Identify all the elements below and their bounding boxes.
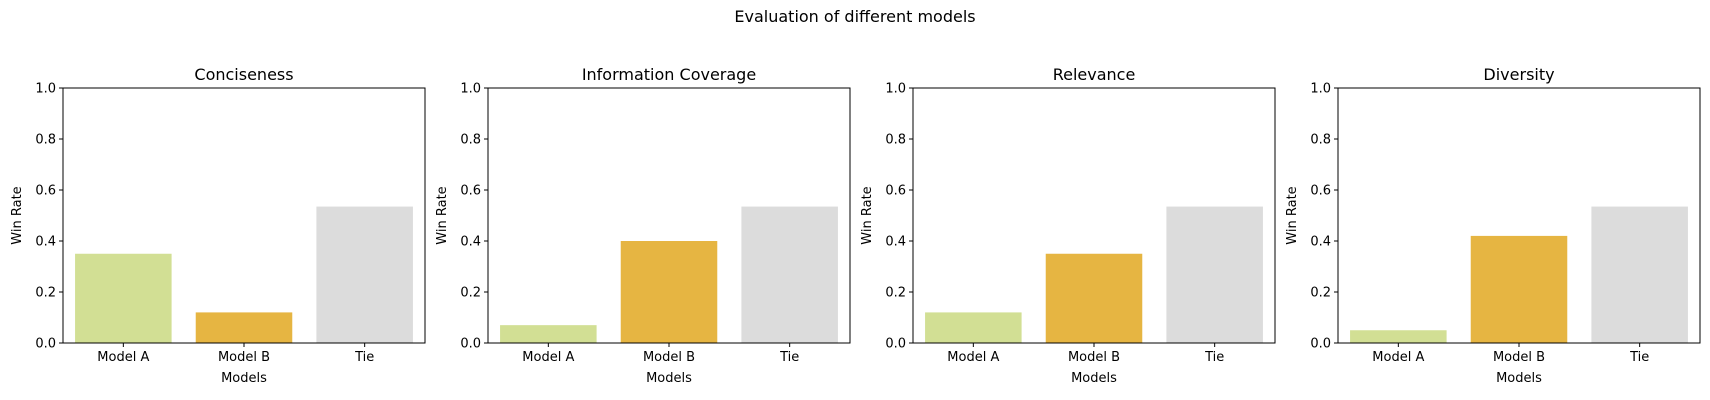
y-tick-label: 0.4 [1310, 235, 1331, 250]
x-tick-label: Model A [97, 350, 149, 365]
bar-tie [1166, 206, 1263, 343]
y-tick-label: 0.2 [35, 286, 56, 301]
subplot-2: Information Coverage Model A Model B Tie 0.0… [435, 65, 851, 386]
x-tick-label: Model A [522, 350, 574, 365]
y-tick-label: 1.0 [1310, 82, 1331, 97]
figure-title: Evaluation of different models [734, 7, 975, 26]
y-tick-label: 0.6 [1310, 184, 1331, 199]
bar-tie [1591, 206, 1688, 343]
x-tick-label: Tie [1629, 350, 1649, 365]
y-tick-label: 1.0 [35, 82, 56, 97]
x-tick-label: Model B [1068, 350, 1120, 365]
x-tick-label: Model B [218, 350, 270, 365]
bar-model-b [620, 241, 718, 343]
y-tick-label: 0.0 [885, 337, 906, 352]
y-tick-label: 0.0 [35, 337, 56, 352]
y-tick-label: 0.8 [35, 133, 56, 148]
x-tick-label: Tie [354, 350, 374, 365]
x-tick-label: Model A [1372, 350, 1424, 365]
axes-frame [487, 87, 851, 344]
subplots: Conciseness Model A Model B Tie 0.0 0.2 0.4 0.6… [10, 65, 1701, 386]
y-tick-label: 0.2 [885, 286, 906, 301]
subplot-title: Information Coverage [582, 65, 756, 84]
y-axis-label: Win Rate [1285, 186, 1300, 244]
y-tick-label: 0.8 [885, 133, 906, 148]
bar-model-b [1045, 253, 1143, 343]
y-tick-label: 0.4 [35, 235, 56, 250]
x-axis-label: Models [646, 371, 692, 386]
x-tick-label: Model B [1493, 350, 1545, 365]
y-axis-label: Win Rate [860, 186, 875, 244]
y-tick-label: 0.4 [885, 235, 906, 250]
x-axis-label: Models [221, 371, 267, 386]
bar-tie [741, 206, 838, 343]
y-tick-label: 0.0 [1310, 337, 1331, 352]
y-tick-label: 0.2 [1310, 286, 1331, 301]
y-tick-label: 0.6 [885, 184, 906, 199]
x-tick-label: Tie [779, 350, 799, 365]
bar-model-b [195, 312, 293, 343]
x-tick-label: Model A [947, 350, 999, 365]
x-tick-label: Model B [643, 350, 695, 365]
bar-model-b [1470, 235, 1568, 343]
bar-model-a [1350, 330, 1447, 343]
axes-frame [62, 87, 426, 344]
y-tick-label: 0.0 [460, 337, 481, 352]
x-axis-label: Models [1071, 371, 1117, 386]
subplot-3: Relevance Model A Model B Tie 0.0 0.2 0.4 0.6 0.… [860, 65, 1276, 386]
axes-frame [1337, 87, 1701, 344]
y-tick-label: 0.8 [1310, 133, 1331, 148]
subplot-title: Relevance [1053, 65, 1136, 84]
y-axis-label: Win Rate [10, 186, 25, 244]
bar-model-a [500, 325, 597, 343]
y-tick-label: 1.0 [460, 82, 481, 97]
y-tick-label: 0.6 [35, 184, 56, 199]
subplot-title: Diversity [1483, 65, 1554, 84]
y-tick-label: 0.8 [460, 133, 481, 148]
subplot-4: Diversity Model A Model B Tie 0.0 0.2 0.4 0.6 0.… [1285, 65, 1701, 386]
bar-model-a [75, 253, 172, 343]
y-axis-label: Win Rate [435, 186, 450, 244]
y-tick-label: 0.6 [460, 184, 481, 199]
x-axis-label: Models [1496, 371, 1542, 386]
subplot-1: Conciseness Model A Model B Tie 0.0 0.2 0.4 0.6… [10, 65, 426, 386]
x-tick-label: Tie [1204, 350, 1224, 365]
y-tick-label: 0.2 [460, 286, 481, 301]
y-tick-label: 0.4 [460, 235, 481, 250]
subplot-title: Conciseness [194, 65, 293, 84]
bar-model-a [925, 312, 1022, 343]
bar-tie [316, 206, 413, 343]
axes-frame [912, 87, 1276, 344]
y-tick-label: 1.0 [885, 82, 906, 97]
